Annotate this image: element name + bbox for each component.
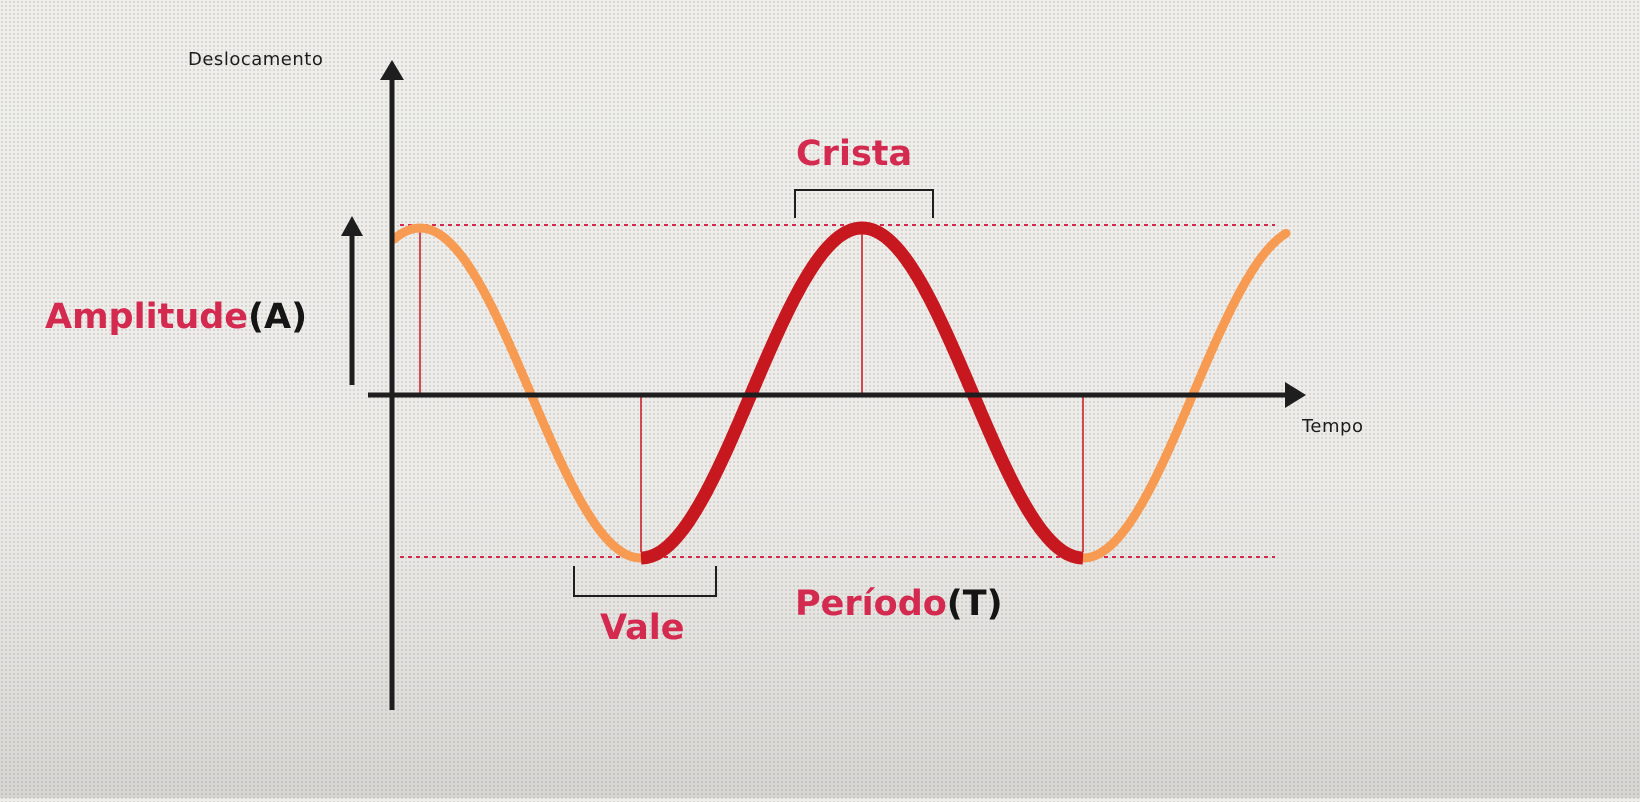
crest-label: Crista bbox=[796, 134, 913, 174]
period-text: Período bbox=[795, 584, 947, 624]
amplitude-symbol: (A) bbox=[248, 297, 308, 337]
y-axis-arrowhead bbox=[380, 60, 404, 80]
amplitude-text: Amplitude bbox=[45, 297, 249, 337]
x-axis-arrowhead bbox=[1285, 382, 1306, 408]
x-axis-label: Tempo bbox=[1302, 416, 1364, 437]
period-label: Período(T) bbox=[795, 587, 1003, 622]
amplitude-arrow-head bbox=[341, 216, 363, 236]
amplitude-label: Amplitude(A) bbox=[45, 300, 307, 335]
wave-period-highlight bbox=[640, 221, 1084, 565]
y-axis-label: Deslocamento bbox=[188, 49, 324, 70]
crest-bracket bbox=[794, 189, 934, 218]
trough-label: Vale bbox=[600, 608, 685, 648]
period-symbol: (T) bbox=[946, 584, 1003, 624]
trough-bracket bbox=[573, 566, 717, 597]
